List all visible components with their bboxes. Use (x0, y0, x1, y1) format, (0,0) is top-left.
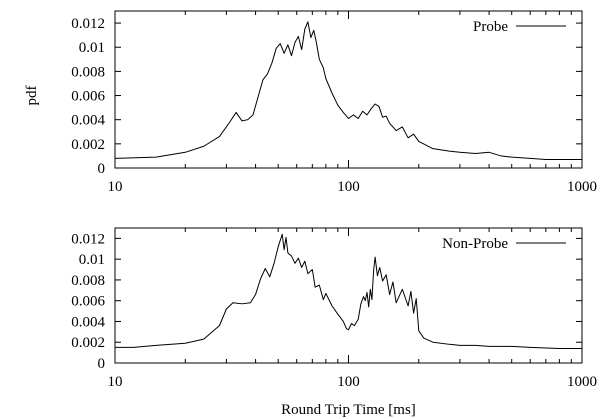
y-tick-label: 0.002 (71, 335, 105, 351)
x-tick-label: 100 (337, 374, 360, 390)
series-line-non-probe (115, 233, 582, 349)
plot-frame (114, 227, 583, 364)
y-tick-label: 0 (98, 161, 106, 177)
y-tick-label: 0.012 (71, 231, 105, 247)
plot-frame (114, 10, 583, 169)
y-tick-label: 0 (98, 356, 106, 372)
y-tick-label: 0.01 (79, 40, 105, 56)
x-tick-label: 100 (337, 179, 360, 195)
top-panel: 0 0.002 0.004 0.006 0.008 0.01 0.012 10 100 1000 P… (24, 10, 597, 195)
x-tick-label: 1000 (567, 374, 597, 390)
y-tick-label: 0.008 (71, 64, 105, 80)
x-tick-label: 10 (108, 179, 123, 195)
y-tick-label: 0.01 (79, 252, 105, 268)
legend-label: Non-Probe (442, 236, 508, 252)
bottom-panel: 0 0.002 0.004 0.006 0.008 0.01 0.012 10 100 1000 N… (71, 227, 597, 418)
series-line-probe (114, 21, 582, 161)
y-tick-label: 0.004 (71, 314, 105, 330)
y-tick-label: 0.006 (71, 294, 105, 310)
legend-label: Probe (473, 19, 508, 35)
x-tick-label: 1000 (567, 179, 597, 195)
y-axis-title: pdf (24, 86, 40, 106)
y-tick-label: 0.012 (71, 16, 105, 32)
y-tick-label: 0.004 (71, 113, 105, 129)
x-tick-label: 10 (108, 374, 123, 390)
y-tick-label: 0.002 (71, 137, 105, 153)
x-axis-title: Round Trip Time [ms] (281, 402, 416, 418)
y-tick-label: 0.008 (71, 273, 105, 289)
y-tick-label: 0.006 (71, 89, 105, 105)
